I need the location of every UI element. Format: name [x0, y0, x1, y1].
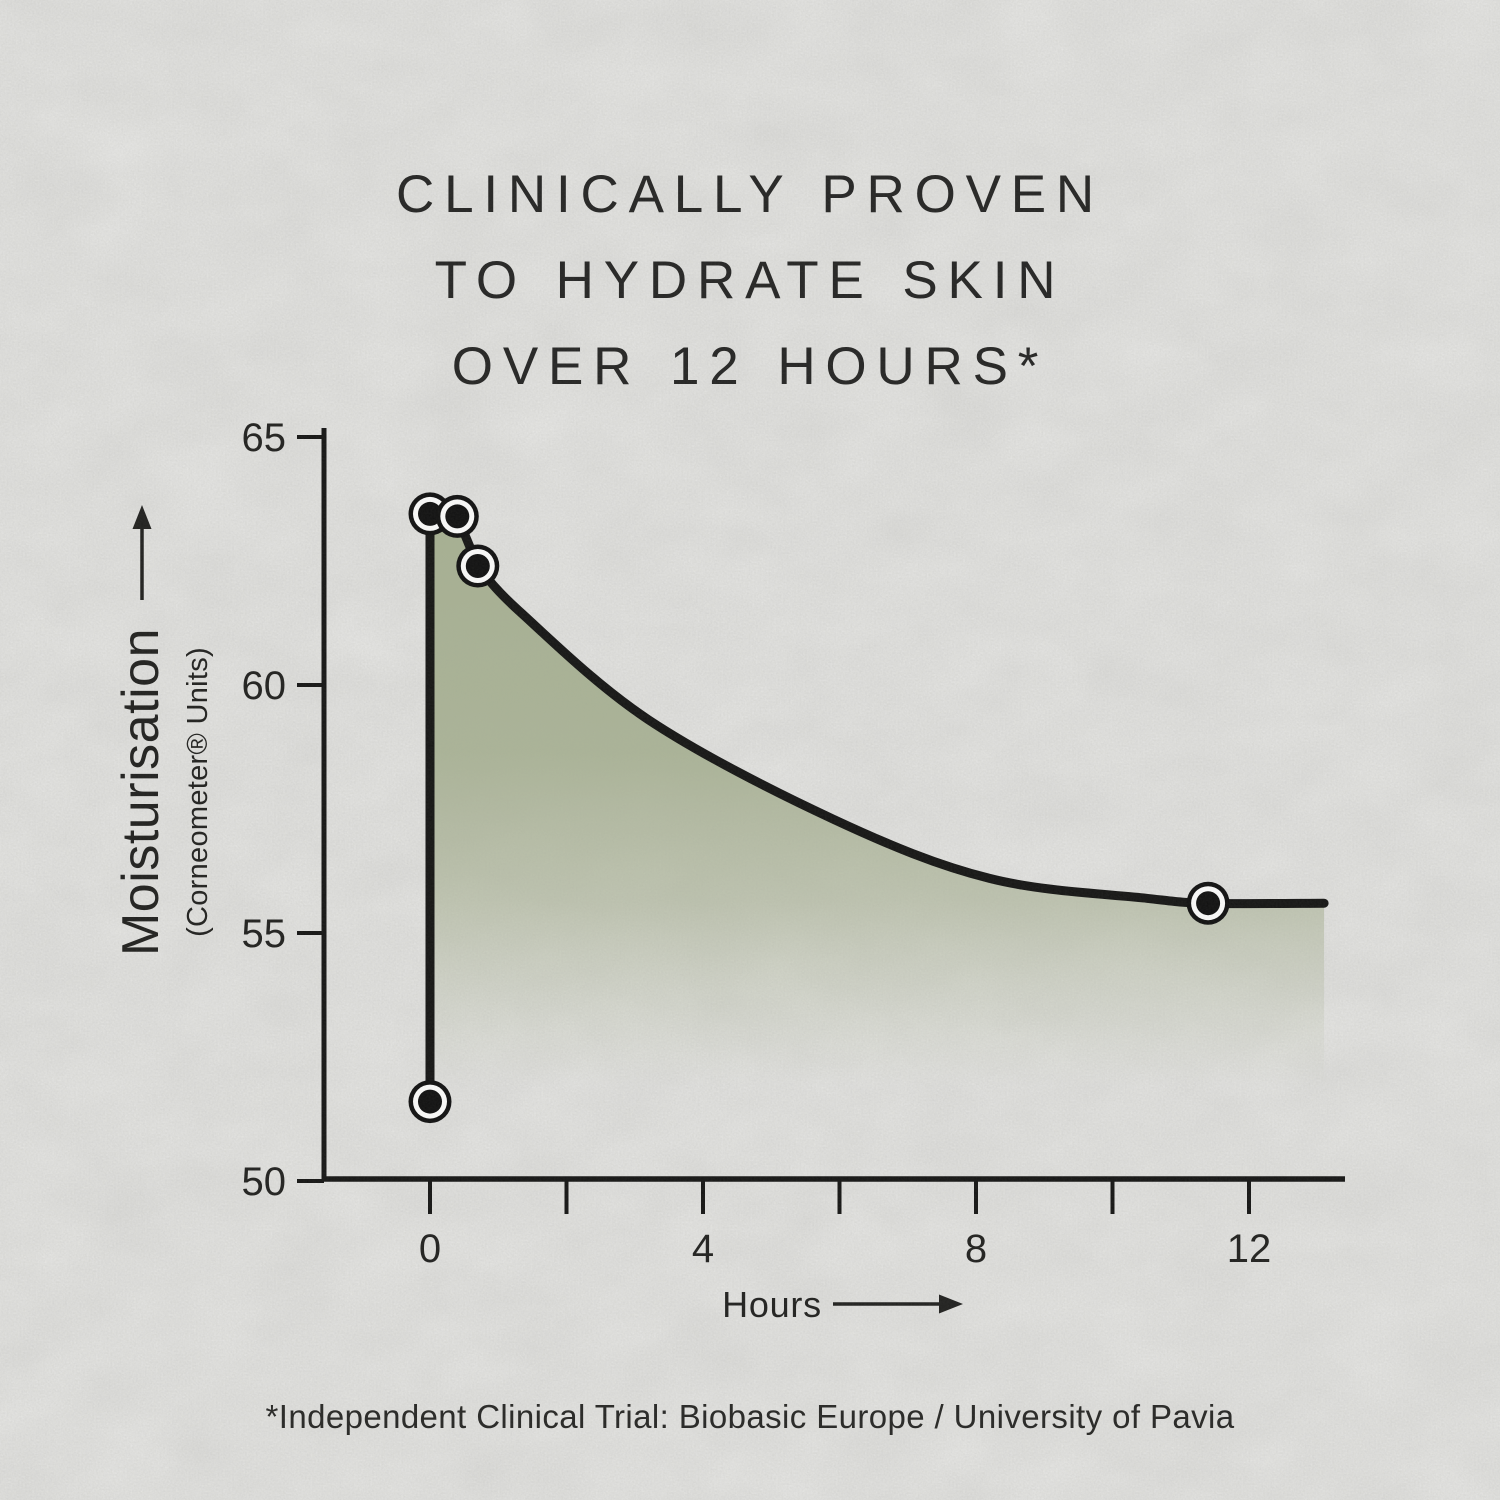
- y-tick-label: 55: [242, 912, 287, 956]
- x-axis-arrow-head-icon: [939, 1294, 963, 1314]
- x-tick-label: 12: [1227, 1227, 1272, 1271]
- x-axis-title: Hours: [722, 1284, 822, 1325]
- area-fill: [430, 513, 1325, 1085]
- x-axis-title-group: Hours: [722, 1284, 963, 1325]
- x-tick-label: 8: [965, 1227, 987, 1271]
- data-point-marker: [465, 554, 490, 578]
- y-axis-arrow-head-icon: [132, 505, 152, 529]
- x-tick-label: 0: [419, 1227, 441, 1271]
- y-axis-subtitle: (Corneometer® Units): [182, 647, 214, 937]
- y-axis-title: Moisturisation: [112, 628, 170, 956]
- plot-area: 65 60 55 50 0 4 8 12: [242, 416, 1345, 1271]
- y-tick-label: 65: [242, 416, 287, 460]
- data-point-marker: [1196, 891, 1221, 916]
- y-axis-title-group: Moisturisation (Corneometer® Units): [112, 505, 214, 956]
- y-tick-label: 50: [242, 1160, 287, 1204]
- y-tick-label: 60: [242, 664, 287, 708]
- page-title: CLINICALLY PROVEN TO HYDRATE SKIN OVER 1…: [0, 152, 1500, 410]
- title-line-3: OVER 12 HOURS*: [451, 336, 1049, 396]
- data-point-marker: [445, 504, 470, 529]
- title-line-1: CLINICALLY PROVEN: [396, 165, 1104, 224]
- footnote: *Independent Clinical Trial: Biobasic Eu…: [265, 1398, 1235, 1435]
- data-point-marker: [418, 1089, 442, 1114]
- x-tick-label: 4: [692, 1227, 714, 1271]
- title-line-2: TO HYDRATE SKIN: [434, 250, 1066, 310]
